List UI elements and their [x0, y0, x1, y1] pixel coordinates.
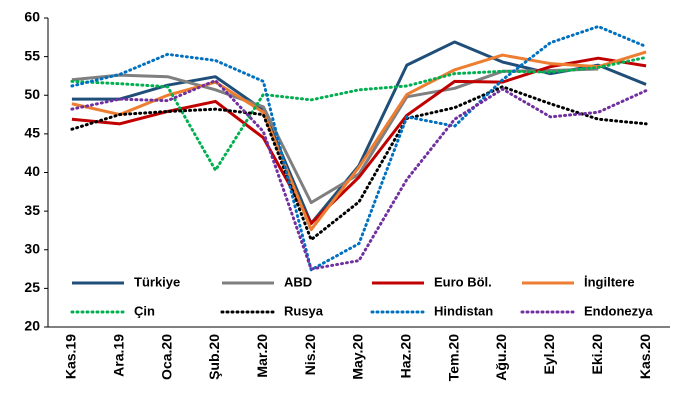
x-tick-label: Ara.19 [110, 334, 126, 377]
x-tick-label: Nis.20 [302, 334, 318, 375]
y-tick-label: 35 [24, 202, 40, 218]
series-line [71, 50, 647, 232]
x-tick-label: Tem.20 [445, 334, 461, 381]
x-tick-label: Mar.20 [254, 334, 270, 378]
x-tick-label: Kas.19 [63, 334, 79, 379]
series-line [70, 24, 648, 272]
y-tick-label: 55 [24, 47, 40, 63]
y-tick-label: 60 [24, 9, 40, 25]
legend-label: Türkiye [134, 274, 180, 289]
series-line [71, 56, 647, 225]
legend-label: Rusya [284, 303, 324, 318]
legend-label: Euro Böl. [434, 274, 492, 289]
x-tick-label: Ağu.20 [493, 334, 509, 381]
x-tick-label: Eyl.20 [541, 334, 557, 375]
y-tick-label: 25 [24, 279, 40, 295]
x-tick-label: Haz.20 [398, 334, 414, 379]
y-tick-label: 40 [24, 163, 40, 179]
x-tick-label: Oca.20 [158, 334, 174, 380]
y-tick-label: 50 [24, 86, 40, 102]
y-tick-label: 30 [24, 240, 40, 256]
legend-label: İngiltere [584, 274, 635, 289]
y-tick-label: 45 [24, 125, 40, 141]
x-tick-label: Eki.20 [589, 334, 605, 375]
x-tick-label: May.20 [350, 334, 366, 380]
x-tick-label: Şub.20 [206, 334, 222, 380]
x-tick-label: Kas.20 [637, 334, 653, 379]
series-line [70, 79, 648, 271]
series-line [70, 55, 648, 172]
legend-label: Çin [134, 303, 155, 318]
y-tick-label: 20 [24, 318, 40, 334]
legend-label: ABD [284, 274, 312, 289]
series-line [70, 85, 648, 242]
legend-label: Endonezya [584, 303, 653, 318]
legend-label: Hindistan [434, 303, 493, 318]
